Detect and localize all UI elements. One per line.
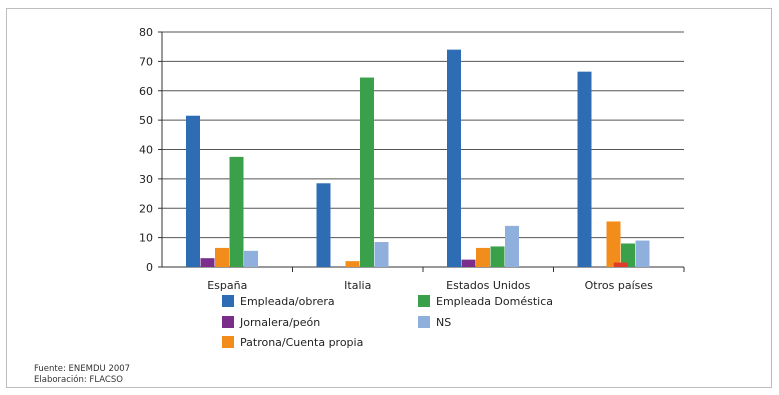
source-line: Fuente: ENEMDU 2007 bbox=[34, 364, 131, 374]
y-tick-label: 60 bbox=[139, 85, 153, 98]
bar bbox=[360, 77, 374, 267]
legend-label: Empleada Doméstica bbox=[436, 295, 553, 308]
bar bbox=[505, 225, 519, 267]
bar bbox=[186, 115, 200, 267]
x-tick-label: Otros países bbox=[585, 279, 653, 292]
legend-label: NS bbox=[436, 316, 451, 329]
credits-line: Elaboración: FLACSO bbox=[34, 375, 123, 385]
y-tick-label: 30 bbox=[139, 173, 153, 186]
bar bbox=[244, 250, 258, 267]
legend-swatch bbox=[418, 295, 430, 307]
bar bbox=[316, 183, 331, 267]
bar bbox=[461, 259, 476, 267]
y-tick-label: 20 bbox=[139, 202, 153, 215]
x-tick-label: Estados Unidos bbox=[446, 279, 530, 292]
y-tick-label: 70 bbox=[139, 55, 153, 68]
y-tick-label: 10 bbox=[139, 232, 153, 245]
y-tick-label: 40 bbox=[139, 144, 153, 157]
bar bbox=[606, 221, 621, 267]
extra-bar bbox=[613, 262, 628, 267]
bar bbox=[215, 247, 229, 267]
y-tick-label: 50 bbox=[139, 114, 153, 127]
bar bbox=[476, 247, 490, 267]
bar bbox=[621, 243, 635, 267]
bar bbox=[200, 258, 215, 267]
legend-label: Jornalera/peón bbox=[239, 316, 320, 329]
x-tick-label: Italia bbox=[344, 279, 371, 292]
legend-label: Empleada/obrera bbox=[240, 295, 335, 308]
bar bbox=[229, 156, 244, 267]
source-note: Fuente: ENEMDU 2007 Elaboración: FLACSO bbox=[34, 364, 130, 386]
x-tick-label: España bbox=[207, 279, 247, 292]
legend-swatch bbox=[222, 336, 234, 348]
legend-swatch bbox=[418, 316, 430, 328]
legend-swatch bbox=[222, 295, 234, 307]
y-tick-label: 0 bbox=[146, 261, 153, 274]
bar bbox=[635, 240, 650, 267]
bar bbox=[577, 71, 592, 267]
legend-label: Patrona/Cuenta propia bbox=[240, 336, 363, 349]
y-tick-label: 80 bbox=[139, 26, 153, 39]
bar bbox=[345, 261, 360, 267]
bar bbox=[447, 49, 461, 267]
figure-frame bbox=[6, 8, 772, 388]
bar bbox=[374, 242, 389, 267]
bar bbox=[490, 246, 505, 267]
legend-swatch bbox=[222, 316, 234, 328]
